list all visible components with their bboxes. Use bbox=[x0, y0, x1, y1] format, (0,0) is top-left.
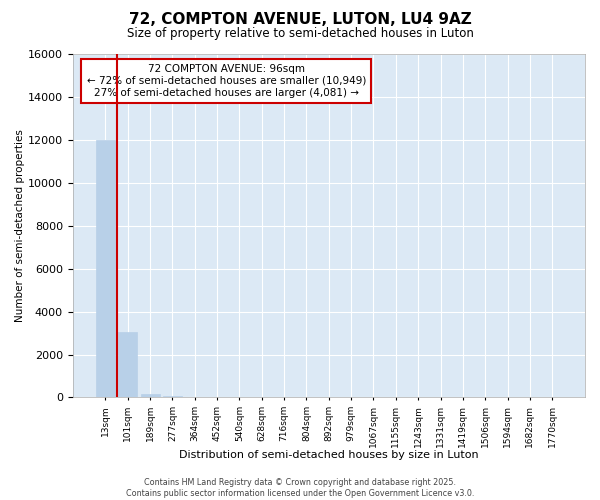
Text: 72 COMPTON AVENUE: 96sqm
← 72% of semi-detached houses are smaller (10,949)
27% : 72 COMPTON AVENUE: 96sqm ← 72% of semi-d… bbox=[86, 64, 366, 98]
Bar bbox=[118, 332, 137, 398]
Bar bbox=[96, 140, 115, 398]
Text: Contains HM Land Registry data © Crown copyright and database right 2025.
Contai: Contains HM Land Registry data © Crown c… bbox=[126, 478, 474, 498]
Y-axis label: Number of semi-detached properties: Number of semi-detached properties bbox=[15, 130, 25, 322]
Bar bbox=[140, 394, 160, 398]
Bar bbox=[163, 396, 182, 398]
Text: Size of property relative to semi-detached houses in Luton: Size of property relative to semi-detach… bbox=[127, 28, 473, 40]
X-axis label: Distribution of semi-detached houses by size in Luton: Distribution of semi-detached houses by … bbox=[179, 450, 479, 460]
Text: 72, COMPTON AVENUE, LUTON, LU4 9AZ: 72, COMPTON AVENUE, LUTON, LU4 9AZ bbox=[128, 12, 472, 28]
